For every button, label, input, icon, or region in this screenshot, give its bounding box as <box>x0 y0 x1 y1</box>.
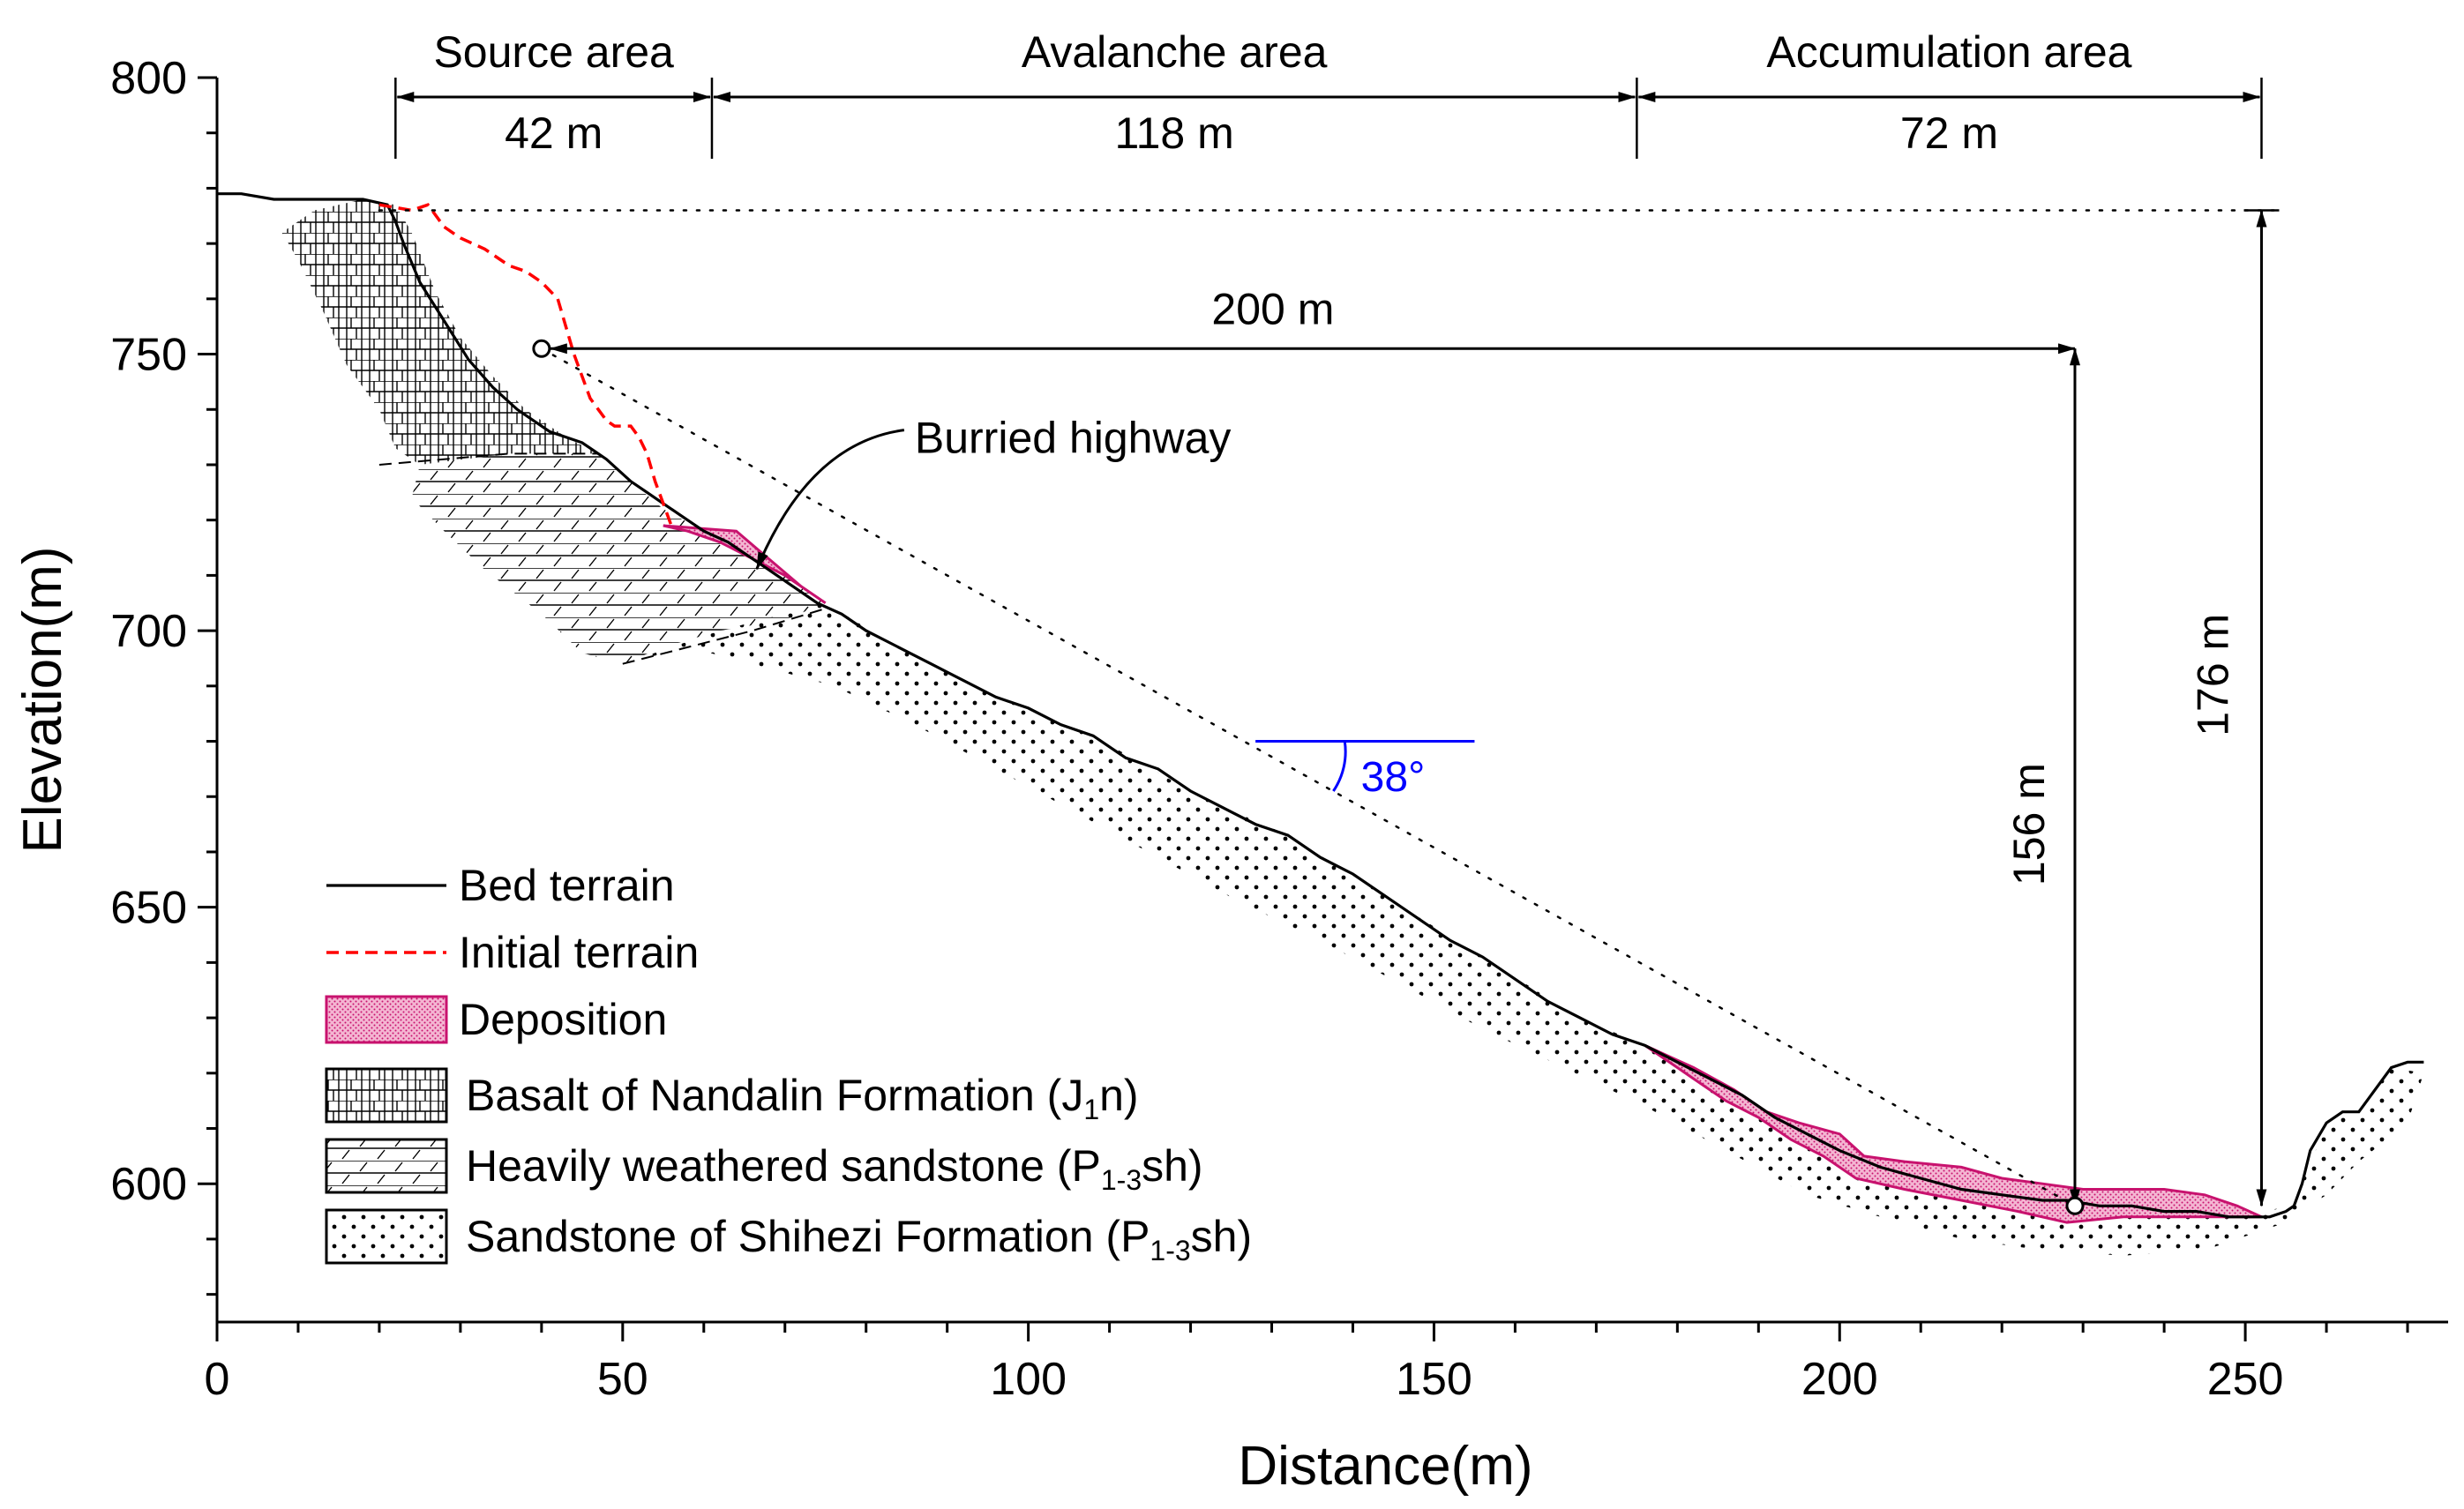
axes <box>198 76 2448 1341</box>
terrain-lines <box>217 192 2424 1219</box>
source-point-marker <box>532 339 551 358</box>
reach-angle-label: 38° <box>1361 754 1426 801</box>
legend-label-weathered-sandstone: Heavily weathered sandstone (P1-3sh) <box>466 1141 1203 1196</box>
legend-label-initial-terrain: Initial terrain <box>459 928 699 977</box>
y-tick-label: 700 <box>110 606 187 657</box>
y-axis-title: Elevation(m) <box>12 547 73 854</box>
zone-labels: Source area Avalanche area Accumulation … <box>433 27 2131 158</box>
formation-layers <box>281 199 2424 1256</box>
reach-dotted-line <box>540 347 2077 1207</box>
legend: Bed terrain Initial terrain Deposition B… <box>325 861 1252 1266</box>
drop-176-label: 176 m <box>2188 614 2237 736</box>
y-tick-label: 750 <box>110 330 187 381</box>
y-tick-label: 650 <box>110 883 187 934</box>
formation-contact-line <box>378 452 599 466</box>
zone-width-accumulation: 72 m <box>1900 108 1998 158</box>
deposition-region <box>663 524 827 605</box>
zone-width-source: 42 m <box>505 108 603 158</box>
x-tick-label: 0 <box>205 1354 230 1405</box>
legend-swatch-basalt <box>325 1067 448 1124</box>
formation-contact-line <box>622 608 826 665</box>
zone-label-accumulation: Accumulation area <box>1766 27 2131 77</box>
legend-swatches <box>325 884 448 1265</box>
legend-swatch-weathered <box>325 1138 448 1194</box>
legend-label-basalt: Basalt of Nandalin Formation (J1n) <box>466 1071 1139 1125</box>
x-tick-label: 200 <box>1801 1354 1878 1405</box>
y-tick-label: 800 <box>110 53 187 104</box>
annotation-labels: 200 m 156 m 176 m 38° Burried highway <box>915 284 2238 885</box>
bed-terrain-line <box>217 192 2424 1219</box>
formation-basalt <box>281 199 599 465</box>
legend-label-bed-terrain: Bed terrain <box>459 861 675 910</box>
annotations <box>378 78 2280 1215</box>
x-tick-label: 250 <box>2207 1354 2284 1405</box>
legend-swatch-deposition <box>325 995 448 1044</box>
formation-weathered <box>411 453 826 664</box>
legend-label-deposition: Deposition <box>459 995 667 1044</box>
x-tick-label: 150 <box>1396 1354 1472 1405</box>
initial-terrain-line <box>378 203 673 527</box>
x-tick-label: 50 <box>597 1354 648 1405</box>
legend-label-shihezi-sandstone: Sandstone of Shihezi Formation (P1-3sh) <box>466 1212 1252 1266</box>
travel-distance-label: 200 m <box>1211 284 1334 333</box>
angle-arc <box>1332 741 1347 792</box>
x-axis-title: Distance(m) <box>1238 1436 1532 1497</box>
drop-156-label: 156 m <box>2004 763 2054 885</box>
formation-dots <box>622 602 2424 1256</box>
zone-width-avalanche: 118 m <box>1115 108 1234 158</box>
tick-labels: 0 50 100 150 200 250 600 650 700 750 800… <box>12 53 2283 1497</box>
end-point-marker <box>2065 1196 2085 1215</box>
buried-highway-label: Burried highway <box>915 414 1232 463</box>
y-tick-label: 600 <box>110 1159 187 1210</box>
zone-label-source: Source area <box>433 27 674 77</box>
legend-swatch-dots <box>325 1208 448 1265</box>
x-tick-label: 100 <box>990 1354 1067 1405</box>
highway-callout-arrow <box>755 429 905 571</box>
zone-label-avalanche: Avalanche area <box>1022 27 1328 77</box>
